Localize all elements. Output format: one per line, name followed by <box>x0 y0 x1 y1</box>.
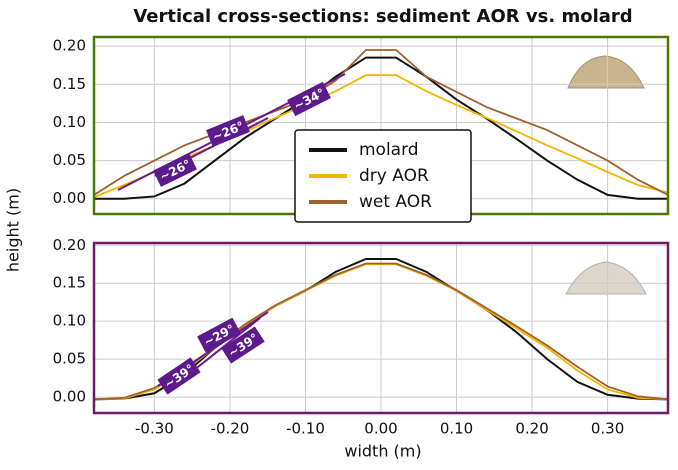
angle-annotation: ~26° <box>206 115 250 147</box>
x-tick-label: 0.30 <box>591 420 624 438</box>
y-tick-label: 0.00 <box>53 189 86 207</box>
legend-box <box>294 129 472 223</box>
annotation-box <box>197 317 241 353</box>
x-tick-label: 0.10 <box>440 420 473 438</box>
annotation-box <box>221 326 265 364</box>
x-axis-label: width (m) <box>344 442 421 461</box>
series-line <box>93 49 669 196</box>
annotation-box <box>206 115 250 147</box>
annotation-box <box>157 357 201 395</box>
x-tick-label: 0.00 <box>364 420 397 438</box>
y-tick-label: 0.20 <box>53 37 86 55</box>
y-tick-label: 0.05 <box>53 350 86 368</box>
y-tick-label: 0.10 <box>53 312 86 330</box>
x-tick-label: -0.20 <box>211 420 250 438</box>
chart-title: Vertical cross-sections: sediment AOR vs… <box>133 6 632 27</box>
y-tick-label: 0.15 <box>53 75 86 93</box>
annotation-box <box>153 153 197 187</box>
x-tick-label: 0.20 <box>515 420 548 438</box>
plot-frame <box>92 241 670 415</box>
y-tick-label: 0.15 <box>53 274 86 292</box>
legend-label: wet AOR <box>359 192 432 212</box>
y-tick-label: 0.20 <box>53 236 86 254</box>
series-line <box>94 56 668 200</box>
angle-annotation: ~39° <box>157 357 201 395</box>
legend-label: dry AOR <box>359 166 429 186</box>
legend-label: molard <box>359 140 419 160</box>
annotation-box <box>287 81 331 117</box>
y-tick-label: 0.10 <box>53 113 86 131</box>
x-tick-label: -0.30 <box>135 420 174 438</box>
sand-photo-1 <box>567 55 645 89</box>
sand-photo-2 <box>565 261 647 295</box>
y-tick-label: 0.05 <box>53 151 86 169</box>
angle-annotation: ~34° <box>287 81 331 117</box>
x-tick-label: -0.10 <box>286 420 325 438</box>
y-axis-label: height (m) <box>4 188 23 272</box>
y-tick-label: 0.00 <box>53 388 86 406</box>
